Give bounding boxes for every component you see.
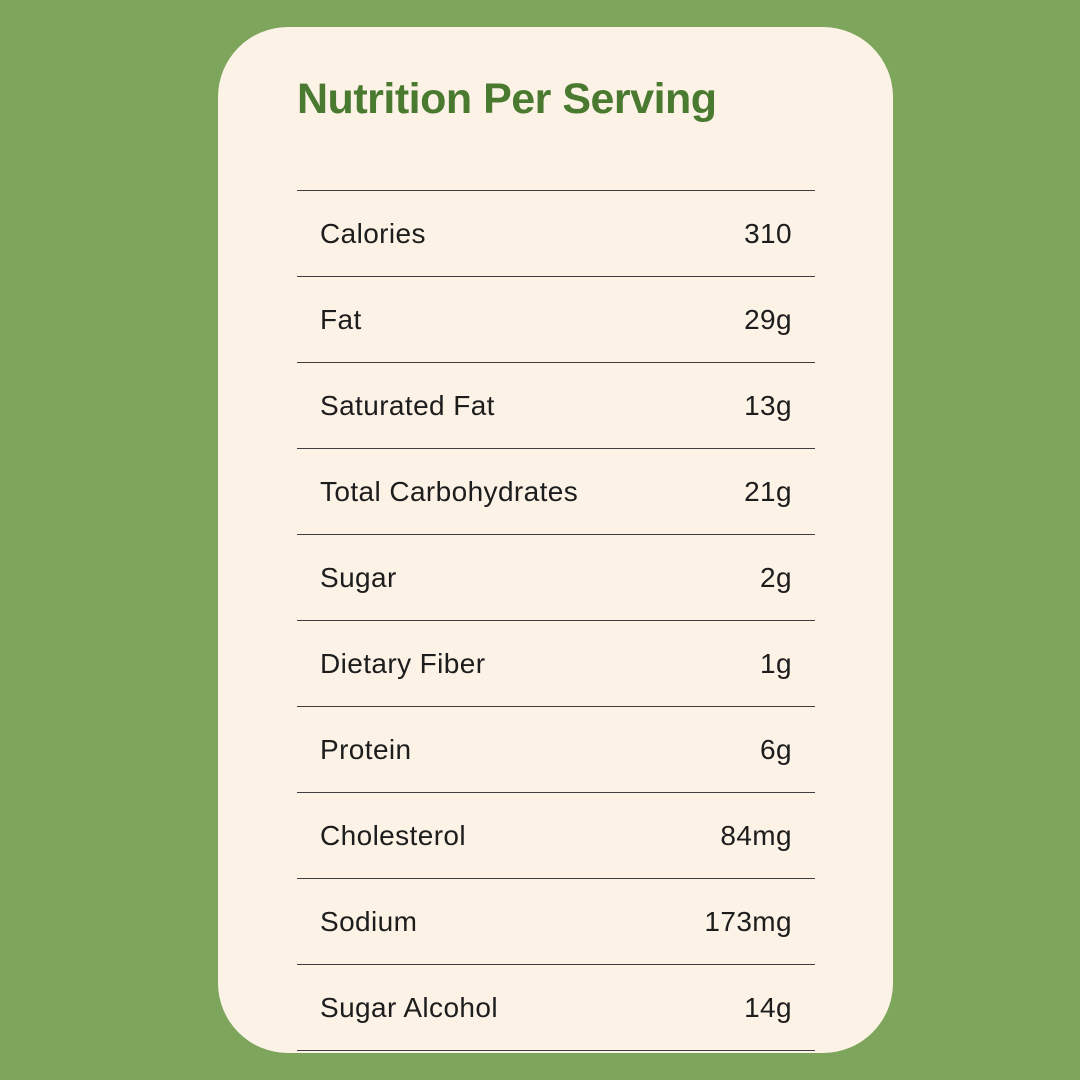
nutrient-label: Total Carbohydrates <box>320 475 579 507</box>
nutrient-value: 2g <box>760 561 792 593</box>
table-row: Cholesterol 84mg <box>297 792 815 878</box>
nutrient-value: 6g <box>760 733 792 765</box>
table-row: Saturated Fat 13g <box>297 362 815 448</box>
table-row: Sugar 2g <box>297 534 815 620</box>
table-row: Protein 6g <box>297 706 815 792</box>
nutrient-label: Fat <box>320 303 362 335</box>
nutrient-value: 29g <box>744 303 792 335</box>
table-row: Calories 310 <box>297 190 815 276</box>
table-row: Fat 29g <box>297 276 815 362</box>
nutrient-label: Sodium <box>320 905 418 937</box>
nutrient-value: 173mg <box>704 905 792 937</box>
nutrient-label: Saturated Fat <box>320 389 495 421</box>
nutrient-label: Sugar Alcohol <box>320 991 498 1023</box>
nutrient-value: 13g <box>744 389 792 421</box>
nutrient-value: 84mg <box>720 819 792 851</box>
table-row: Sugar Alcohol 14g <box>297 964 815 1050</box>
nutrient-value: 310 <box>744 217 792 249</box>
page-title: Nutrition Per Serving <box>297 75 717 123</box>
nutrient-label: Dietary Fiber <box>320 647 486 679</box>
table-row: Total Carbohydrates 21g <box>297 448 815 534</box>
nutrient-value: 21g <box>744 475 792 507</box>
nutrient-label: Cholesterol <box>320 819 467 851</box>
nutrient-label: Calories <box>320 217 426 249</box>
nutrient-label: Sugar <box>320 561 397 593</box>
table-row: Dietary Fiber 1g <box>297 620 815 706</box>
nutrient-value: 1g <box>760 647 792 679</box>
nutrient-label: Protein <box>320 733 412 765</box>
nutrient-value: 14g <box>744 991 792 1023</box>
table-row: Sodium 173mg <box>297 878 815 964</box>
nutrition-card: Nutrition Per Serving Calories 310 Fat 2… <box>218 27 893 1053</box>
nutrition-table: Calories 310 Fat 29g Saturated Fat 13g T… <box>297 190 815 1051</box>
